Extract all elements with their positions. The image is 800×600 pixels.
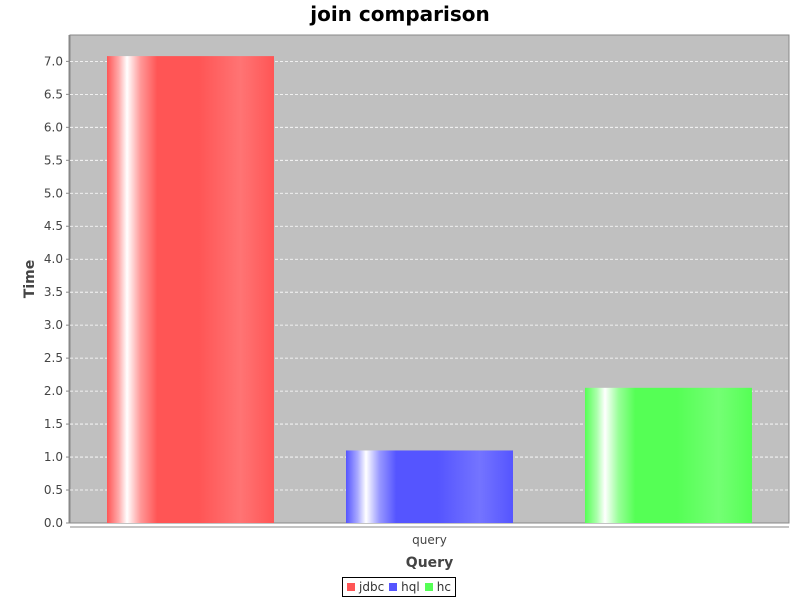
bar-hql [346,450,513,523]
y-tick-label: 3.5 [44,285,63,299]
y-tick-label: 6.0 [44,120,63,134]
axes: 0.0 0.5 1.0 1.5 2.0 2.5 3.0 3.5 4.0 4.5 5.0 5.5 6.0 6… [44,35,789,547]
y-tick-label: 5.5 [44,153,63,167]
legend-label: hql [401,580,420,594]
bar-jdbc [107,56,274,524]
x-axis-title: Query [406,555,453,571]
chart-title: join comparison [310,2,490,26]
y-tick-label: 3.0 [44,318,63,332]
legend-swatch [389,583,398,591]
x-category-label: query [412,533,447,547]
y-axis-title: Time [22,260,38,298]
legend-item-hc: hc [424,580,451,594]
y-tick-label: 2.5 [44,351,63,365]
y-tick-label: 6.5 [44,87,63,101]
legend-label: hc [436,580,451,594]
bar-hc [585,387,752,523]
y-tick-label: 4.0 [44,252,63,266]
bars [107,56,752,524]
y-tick-label: 7.0 [44,54,63,68]
y-tick-label: 4.5 [44,219,63,233]
y-tick-label: 1.0 [44,450,63,464]
legend-item-hql: hql [389,580,420,594]
legend-item-jdbc: jdbc [347,580,384,594]
y-tick-label: 1.5 [44,417,63,431]
y-tick-label: 5.0 [44,186,63,200]
legend-swatch [347,583,355,591]
legend-swatch [424,583,433,591]
y-tick-label: 0.5 [44,483,63,497]
y-tick-label: 2.0 [44,384,63,398]
y-tick-label: 0.0 [44,516,63,530]
legend-label: jdbc [359,580,385,594]
legend: jdbc hql hc [342,577,456,597]
